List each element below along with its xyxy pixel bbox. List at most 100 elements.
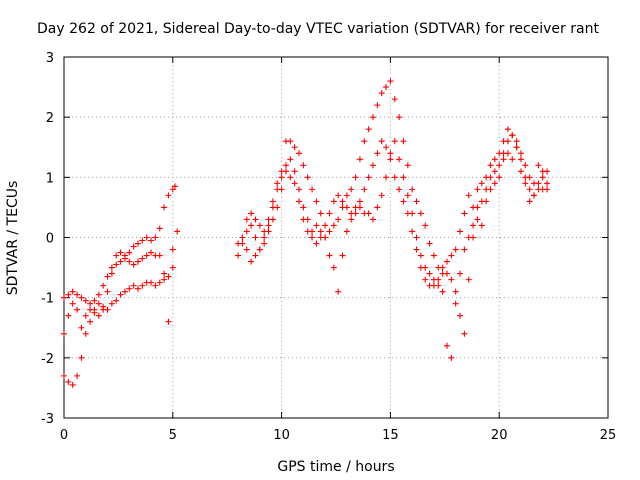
- data-point: [356, 204, 363, 211]
- data-point: [78, 354, 85, 361]
- data-point: [400, 138, 407, 145]
- data-points: [61, 78, 551, 388]
- y-tick-label: -1: [41, 292, 54, 307]
- data-point: [130, 261, 137, 268]
- data-point: [269, 198, 276, 205]
- data-point: [413, 234, 420, 241]
- data-point: [448, 276, 455, 283]
- data-point: [356, 198, 363, 205]
- data-point: [256, 222, 263, 229]
- series-trace-e: [235, 132, 551, 361]
- data-point: [156, 279, 163, 286]
- data-point: [156, 225, 163, 232]
- data-point: [152, 234, 159, 241]
- data-point: [348, 216, 355, 223]
- data-point: [361, 138, 368, 145]
- data-point: [478, 222, 485, 229]
- data-point: [130, 282, 137, 289]
- data-point: [491, 168, 498, 175]
- data-point: [108, 300, 115, 307]
- data-point: [95, 291, 102, 298]
- data-point: [113, 261, 120, 268]
- data-point: [539, 174, 546, 181]
- data-point: [287, 138, 294, 145]
- data-point: [291, 144, 298, 151]
- data-point: [139, 282, 146, 289]
- data-point: [296, 150, 303, 157]
- data-point: [457, 312, 464, 319]
- data-point: [169, 186, 176, 193]
- data-point: [330, 264, 337, 271]
- data-point: [509, 132, 516, 139]
- y-tick-label: 2: [46, 111, 54, 126]
- data-point: [148, 279, 155, 286]
- data-point: [278, 174, 285, 181]
- data-point: [87, 318, 94, 325]
- data-point: [139, 237, 146, 244]
- data-point: [496, 150, 503, 157]
- data-point: [65, 291, 72, 298]
- data-point: [461, 330, 468, 337]
- data-point: [326, 252, 333, 259]
- data-point: [457, 228, 464, 235]
- data-point: [121, 288, 128, 295]
- data-point: [352, 210, 359, 217]
- data-point: [252, 234, 259, 241]
- data-point: [352, 174, 359, 181]
- data-point: [309, 234, 316, 241]
- data-point: [126, 258, 133, 265]
- data-point: [278, 186, 285, 193]
- data-point: [531, 192, 538, 199]
- x-tick-label: 0: [60, 428, 68, 443]
- data-point: [134, 258, 141, 265]
- data-point: [513, 138, 520, 145]
- data-point: [526, 198, 533, 205]
- data-point: [443, 258, 450, 265]
- data-point: [117, 249, 124, 256]
- data-point: [95, 300, 102, 307]
- data-point: [296, 186, 303, 193]
- data-point: [82, 330, 89, 337]
- data-point: [82, 297, 89, 304]
- data-point: [104, 288, 111, 295]
- data-point: [522, 162, 529, 169]
- data-point: [413, 198, 420, 205]
- data-point: [139, 255, 146, 262]
- series-trace-f: [239, 78, 551, 277]
- data-point: [269, 216, 276, 223]
- data-point: [461, 210, 468, 217]
- x-axis-label: GPS time / hours: [277, 459, 394, 475]
- grid: [64, 57, 608, 418]
- data-point: [517, 150, 524, 157]
- data-point: [152, 282, 159, 289]
- data-point: [121, 252, 128, 259]
- data-point: [261, 240, 268, 247]
- data-point: [274, 204, 281, 211]
- data-point: [396, 114, 403, 121]
- data-point: [69, 381, 76, 388]
- x-tick-label: 10: [273, 428, 290, 443]
- data-point: [509, 156, 516, 163]
- data-point: [387, 156, 394, 163]
- data-point: [65, 312, 72, 319]
- data-point: [535, 162, 542, 169]
- data-point: [391, 96, 398, 103]
- x-tick-label: 15: [382, 428, 399, 443]
- data-point: [387, 150, 394, 157]
- data-point: [61, 330, 67, 337]
- data-point: [483, 186, 490, 193]
- data-point: [261, 234, 268, 241]
- data-point: [317, 228, 324, 235]
- data-point: [422, 264, 429, 271]
- data-point: [348, 186, 355, 193]
- data-point: [117, 258, 124, 265]
- data-point: [243, 228, 250, 235]
- x-tick-label: 20: [491, 428, 508, 443]
- data-point: [300, 204, 307, 211]
- data-point: [174, 228, 181, 235]
- axis-ticks: [63, 56, 609, 419]
- data-point: [287, 174, 294, 181]
- data-point: [95, 312, 102, 319]
- data-point: [383, 174, 390, 181]
- data-point: [148, 237, 155, 244]
